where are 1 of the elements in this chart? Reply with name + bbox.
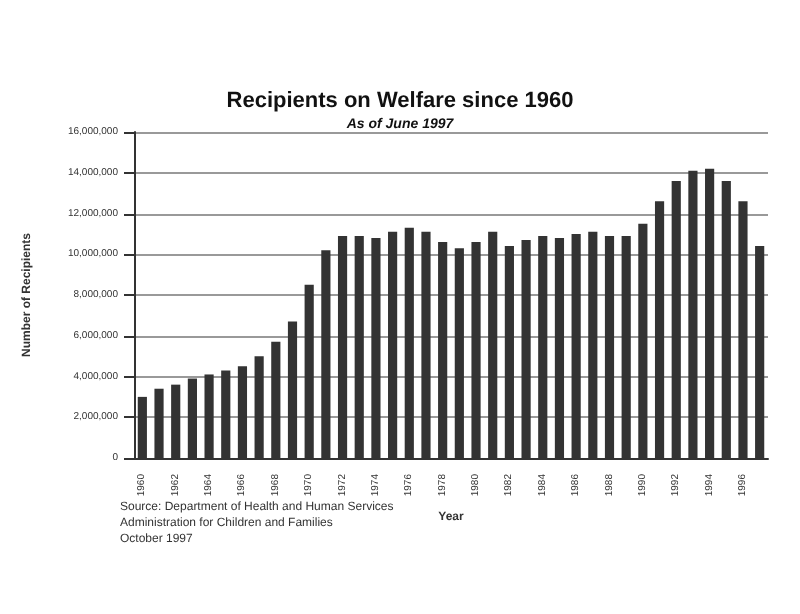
chart-title: Recipients on Welfare since 1960 [226, 89, 574, 113]
